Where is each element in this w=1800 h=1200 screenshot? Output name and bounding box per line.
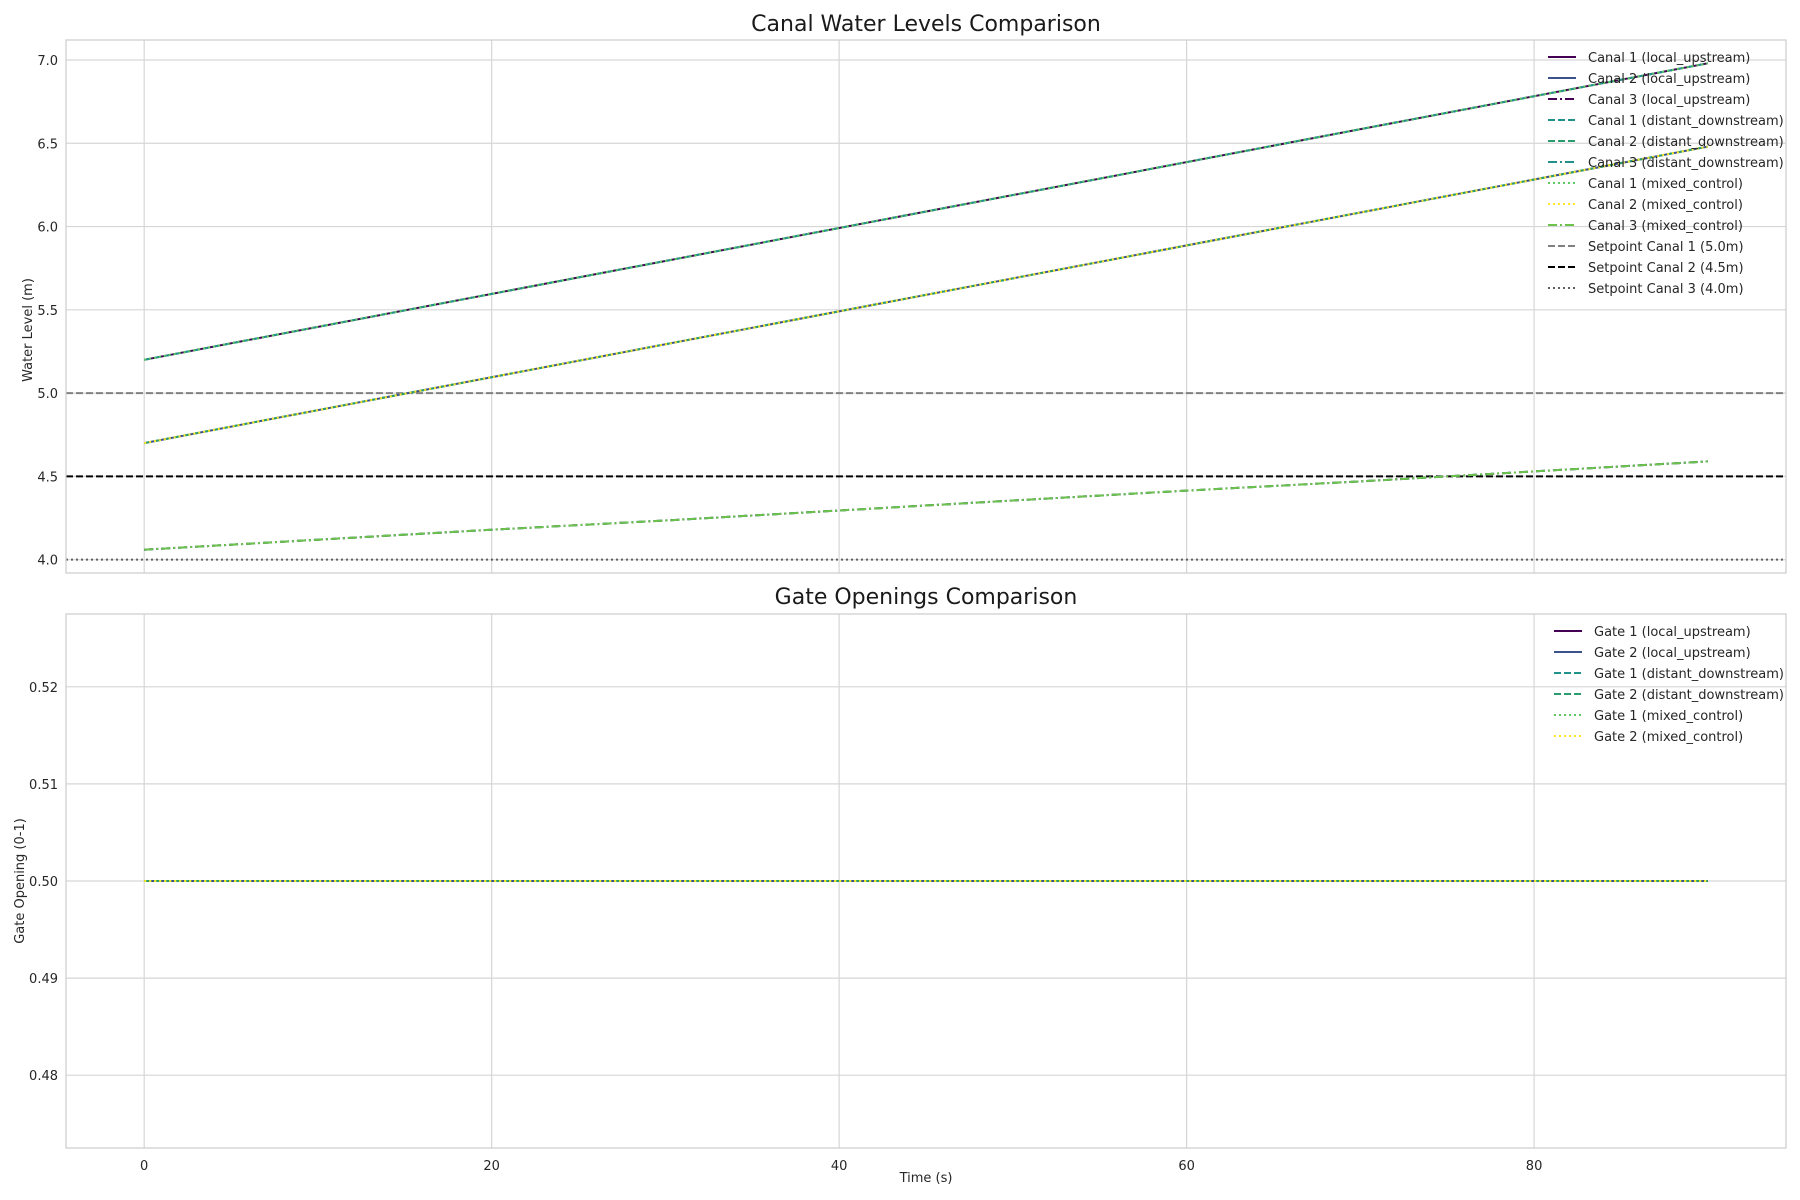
gate-openings-x-tick-label: 80 [1526, 1159, 1543, 1174]
gate-openings-x-tick-label: 0 [140, 1159, 148, 1174]
gate-openings-x-tick-label: 60 [1178, 1159, 1195, 1174]
water-levels-legend: Canal 1 (local_upstream) Canal 2 (local_u… [1548, 51, 1784, 297]
gate-openings-x-tick-label: 40 [831, 1159, 848, 1174]
water-levels-axes-frame [65, 39, 1787, 574]
water-levels-y-tick-label: 5.0 [37, 387, 58, 402]
legend-label-canal-1-local-upstream: Canal 1 (local_upstream) [1588, 51, 1750, 66]
water-levels-plot-area [66, 40, 1786, 573]
legend-label-canal-3-mixed-control: Canal 3 (mixed_control) [1588, 219, 1743, 234]
water-levels-ylabel: Water Level (m) [21, 278, 36, 382]
legend-label-gate-1-mixed-control: Gate 1 (mixed_control) [1594, 709, 1743, 724]
legend-label-gate-1-local-upstream: Gate 1 (local_upstream) [1594, 625, 1751, 640]
water-levels-y-tick-label: 4.0 [37, 554, 58, 569]
legend-label-canal-1-mixed-control: Canal 1 (mixed_control) [1588, 177, 1743, 192]
legend-label-canal-1-distant-downstream: Canal 1 (distant_downstream) [1588, 114, 1784, 129]
legend-label-setpoint-canal-1-5-0m: Setpoint Canal 1 (5.0m) [1588, 240, 1744, 255]
legend-label-gate-2-distant-downstream: Gate 2 (distant_downstream) [1594, 688, 1784, 703]
gate-openings-y-tick-label: 0.48 [29, 1069, 58, 1084]
series-line-canal-1-mixed-control [144, 62, 1708, 361]
water-levels-y-tick-label: 5.5 [37, 304, 58, 319]
gate-openings-axes-frame [65, 613, 1787, 1149]
gate-openings-y-tick-label: 0.49 [29, 972, 58, 987]
gate-openings-panel: Gate Openings Comparison Gate Opening (0… [13, 585, 1787, 1186]
gate-openings-y-tick-label: 0.52 [29, 681, 58, 696]
gate-openings-xlabel: Time (s) [899, 1171, 953, 1186]
legend-label-setpoint-canal-3-4-0m: Setpoint Canal 3 (4.0m) [1588, 282, 1744, 297]
water-levels-y-tick-label: 7.0 [37, 54, 58, 69]
legend-label-canal-3-local-upstream: Canal 3 (local_upstream) [1588, 93, 1750, 108]
series-line-canal-2-mixed-control [144, 145, 1708, 445]
legend-label-canal-2-mixed-control: Canal 2 (mixed_control) [1588, 198, 1743, 213]
gate-openings-y-tick-label: 0.51 [29, 778, 58, 793]
series-line-canal-3-mixed-control [144, 460, 1708, 551]
water-levels-y-tick-label: 6.5 [37, 137, 58, 152]
water-levels-y-tick-label: 4.5 [37, 470, 58, 485]
legend-label-setpoint-canal-2-4-5m: Setpoint Canal 2 (4.5m) [1588, 261, 1744, 276]
water-levels-y-tick-label: 6.0 [37, 221, 58, 236]
gate-openings-title: Gate Openings Comparison [775, 585, 1078, 610]
legend-label-gate-2-local-upstream: Gate 2 (local_upstream) [1594, 646, 1751, 661]
gate-openings-legend: Gate 1 (local_upstream) Gate 2 (local_ups… [1554, 625, 1784, 745]
gate-openings-ylabel: Gate Opening (0-1) [13, 818, 28, 944]
legend-label-canal-2-distant-downstream: Canal 2 (distant_downstream) [1588, 135, 1784, 150]
gate-openings-x-tick-label: 20 [483, 1159, 500, 1174]
legend-label-gate-2-mixed-control: Gate 2 (mixed_control) [1594, 730, 1743, 745]
legend-label-gate-1-distant-downstream: Gate 1 (distant_downstream) [1594, 667, 1784, 682]
legend-label-canal-3-distant-downstream: Canal 3 (distant_downstream) [1588, 156, 1784, 171]
gate-openings-y-tick-label: 0.50 [29, 875, 58, 890]
water-levels-panel: Canal Water Levels Comparison Water Leve… [21, 12, 1787, 574]
water-levels-title: Canal Water Levels Comparison [751, 12, 1101, 37]
legend-label-canal-2-local-upstream: Canal 2 (local_upstream) [1588, 72, 1750, 87]
